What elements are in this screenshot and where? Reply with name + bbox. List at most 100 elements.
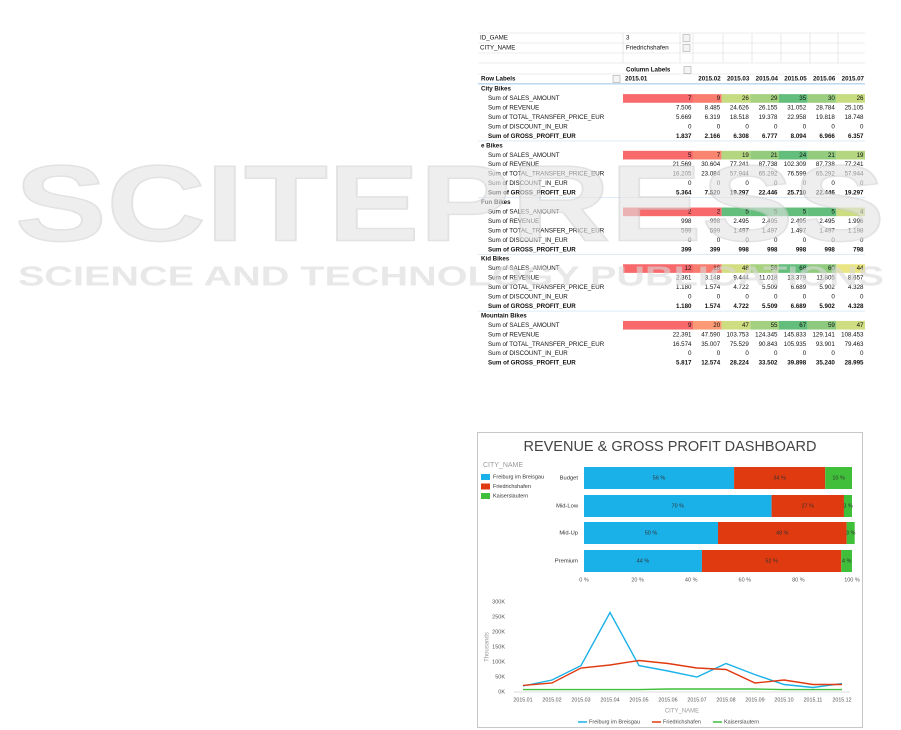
cell-value: 16.574 [673, 341, 692, 348]
cell-value: 68 [799, 265, 806, 272]
row-label: Sum of SALES_AMOUNT [488, 208, 560, 215]
cell-value: 4.328 [848, 303, 864, 310]
cell-value: 0 [831, 123, 835, 130]
row-label: Sum of TOTAL_TRANSFER_PRICE_EUR [488, 171, 605, 178]
row-label: Sum of SALES_AMOUNT [488, 265, 560, 272]
bar-segment [701, 550, 842, 572]
cell-value: 5 [774, 208, 778, 215]
cell-value: 31.052 [787, 105, 806, 112]
bar-segment [843, 495, 852, 517]
cell-value: 77.241 [845, 161, 864, 168]
cell-value: 59 [828, 322, 835, 329]
row-label: Sum of DISCOUNT_IN_EUR [488, 294, 568, 301]
filter-name: ID_GAME [480, 35, 508, 42]
cell-value: 6.689 [791, 284, 807, 291]
cell-value: 998 [767, 246, 778, 253]
cell-value: 6.777 [762, 133, 778, 140]
cell-value: 55 [771, 322, 778, 329]
cell-value: 0 [745, 294, 749, 301]
heat-cell [807, 150, 837, 160]
cell-value: 21 [828, 152, 835, 159]
legend-label: Freiburg im Breisgau [589, 719, 640, 725]
bar-value-label: 44 % [637, 558, 650, 564]
cell-value: 18.748 [845, 114, 864, 121]
x-tick-label: 2015.08 [716, 697, 735, 703]
legend-label: Kaiserslautern [493, 493, 528, 499]
cell-value: 0 [803, 350, 807, 357]
cell-value: 1.574 [705, 303, 721, 310]
group-name: City Bikes [481, 86, 511, 93]
cell-value: 22.958 [787, 114, 806, 121]
row-label: Sum of GROSS_PROFIT_EUR [488, 133, 576, 140]
series-line [522, 659, 842, 687]
cell-value: 0 [860, 180, 864, 187]
x-tick-label: 40 % [685, 577, 698, 583]
heat-cell [779, 264, 808, 273]
cell-value: 129.141 [812, 331, 835, 338]
cell-value: 5 [831, 208, 835, 215]
cell-value: 0 [860, 237, 864, 244]
column-filter-button[interactable] [683, 66, 692, 74]
x-tick-label: 2015.01 [513, 697, 532, 703]
cell-value: 2 [688, 208, 692, 215]
filter-button[interactable] [682, 44, 691, 52]
y-tick-label: 50K [495, 674, 505, 680]
cell-value: 9 [688, 322, 692, 329]
cell-value: 11.018 [759, 275, 778, 282]
series-line [523, 688, 842, 691]
cell-value: 0 [831, 350, 835, 357]
cell-value: 998 [825, 246, 836, 253]
cell-value: 57.944 [730, 171, 749, 178]
cell-value: 25.105 [845, 105, 864, 112]
row-label: Sum of REVENUE [488, 331, 539, 338]
x-tick-label: 2015.12 [832, 697, 851, 703]
cell-value: 145.833 [784, 331, 807, 338]
heat-cell [721, 94, 751, 103]
cell-value: 11.805 [816, 275, 835, 282]
cell-value: 5 [745, 208, 749, 215]
legend-swatch [481, 493, 490, 499]
row-label: Sum of REVENUE [488, 161, 539, 168]
x-tick-label: 0 % [579, 577, 589, 583]
cell-value: 35.240 [816, 360, 835, 367]
cell-value: 19.818 [816, 114, 835, 121]
cell-value: 0 [774, 180, 778, 187]
cell-value: 0 [831, 180, 835, 187]
x-tick-label: 2015.11 [804, 697, 823, 703]
heat-cell [750, 207, 779, 217]
cell-value: 16 [713, 265, 720, 272]
category-label: Budget [560, 476, 579, 482]
cell-value: 90.843 [759, 341, 778, 348]
column-header: 2015.04 [756, 76, 779, 83]
cell-value: 13.379 [787, 275, 806, 282]
cell-value: 0 [774, 350, 778, 357]
cell-value: 23.084 [701, 171, 720, 178]
cell-value: 8.094 [791, 133, 807, 140]
x-tick-label: 2015.02 [542, 697, 561, 703]
cell-value: 5.902 [819, 303, 835, 310]
cell-value: 26.155 [759, 105, 778, 112]
cell-value: 4.722 [733, 303, 749, 310]
heat-cell [721, 320, 751, 330]
legend-label: Freiburg im Breisgau [493, 474, 544, 480]
category-label: Premium [555, 559, 578, 565]
cell-value: 0 [717, 294, 721, 301]
group-name: Fun Bikes [481, 199, 511, 206]
heat-cell [807, 320, 837, 330]
cell-value: 47 [857, 322, 864, 329]
heat-cell [779, 150, 808, 160]
bar-segment [718, 522, 847, 544]
bar-value-label: 34 % [773, 475, 786, 481]
row-filter-button[interactable] [612, 75, 621, 83]
cell-value: 102.309 [784, 161, 807, 168]
x-tick-label: 80 % [792, 577, 805, 583]
heat-cell [836, 264, 865, 273]
cell-value: 47.590 [701, 331, 720, 338]
cell-value: 0 [803, 294, 807, 301]
cell-value: 18.518 [730, 114, 749, 121]
row-label: Sum of DISCOUNT_IN_EUR [488, 237, 568, 244]
cell-value: 19.297 [730, 190, 749, 197]
filter-button[interactable] [682, 34, 691, 42]
cell-value: 22.446 [816, 190, 835, 197]
